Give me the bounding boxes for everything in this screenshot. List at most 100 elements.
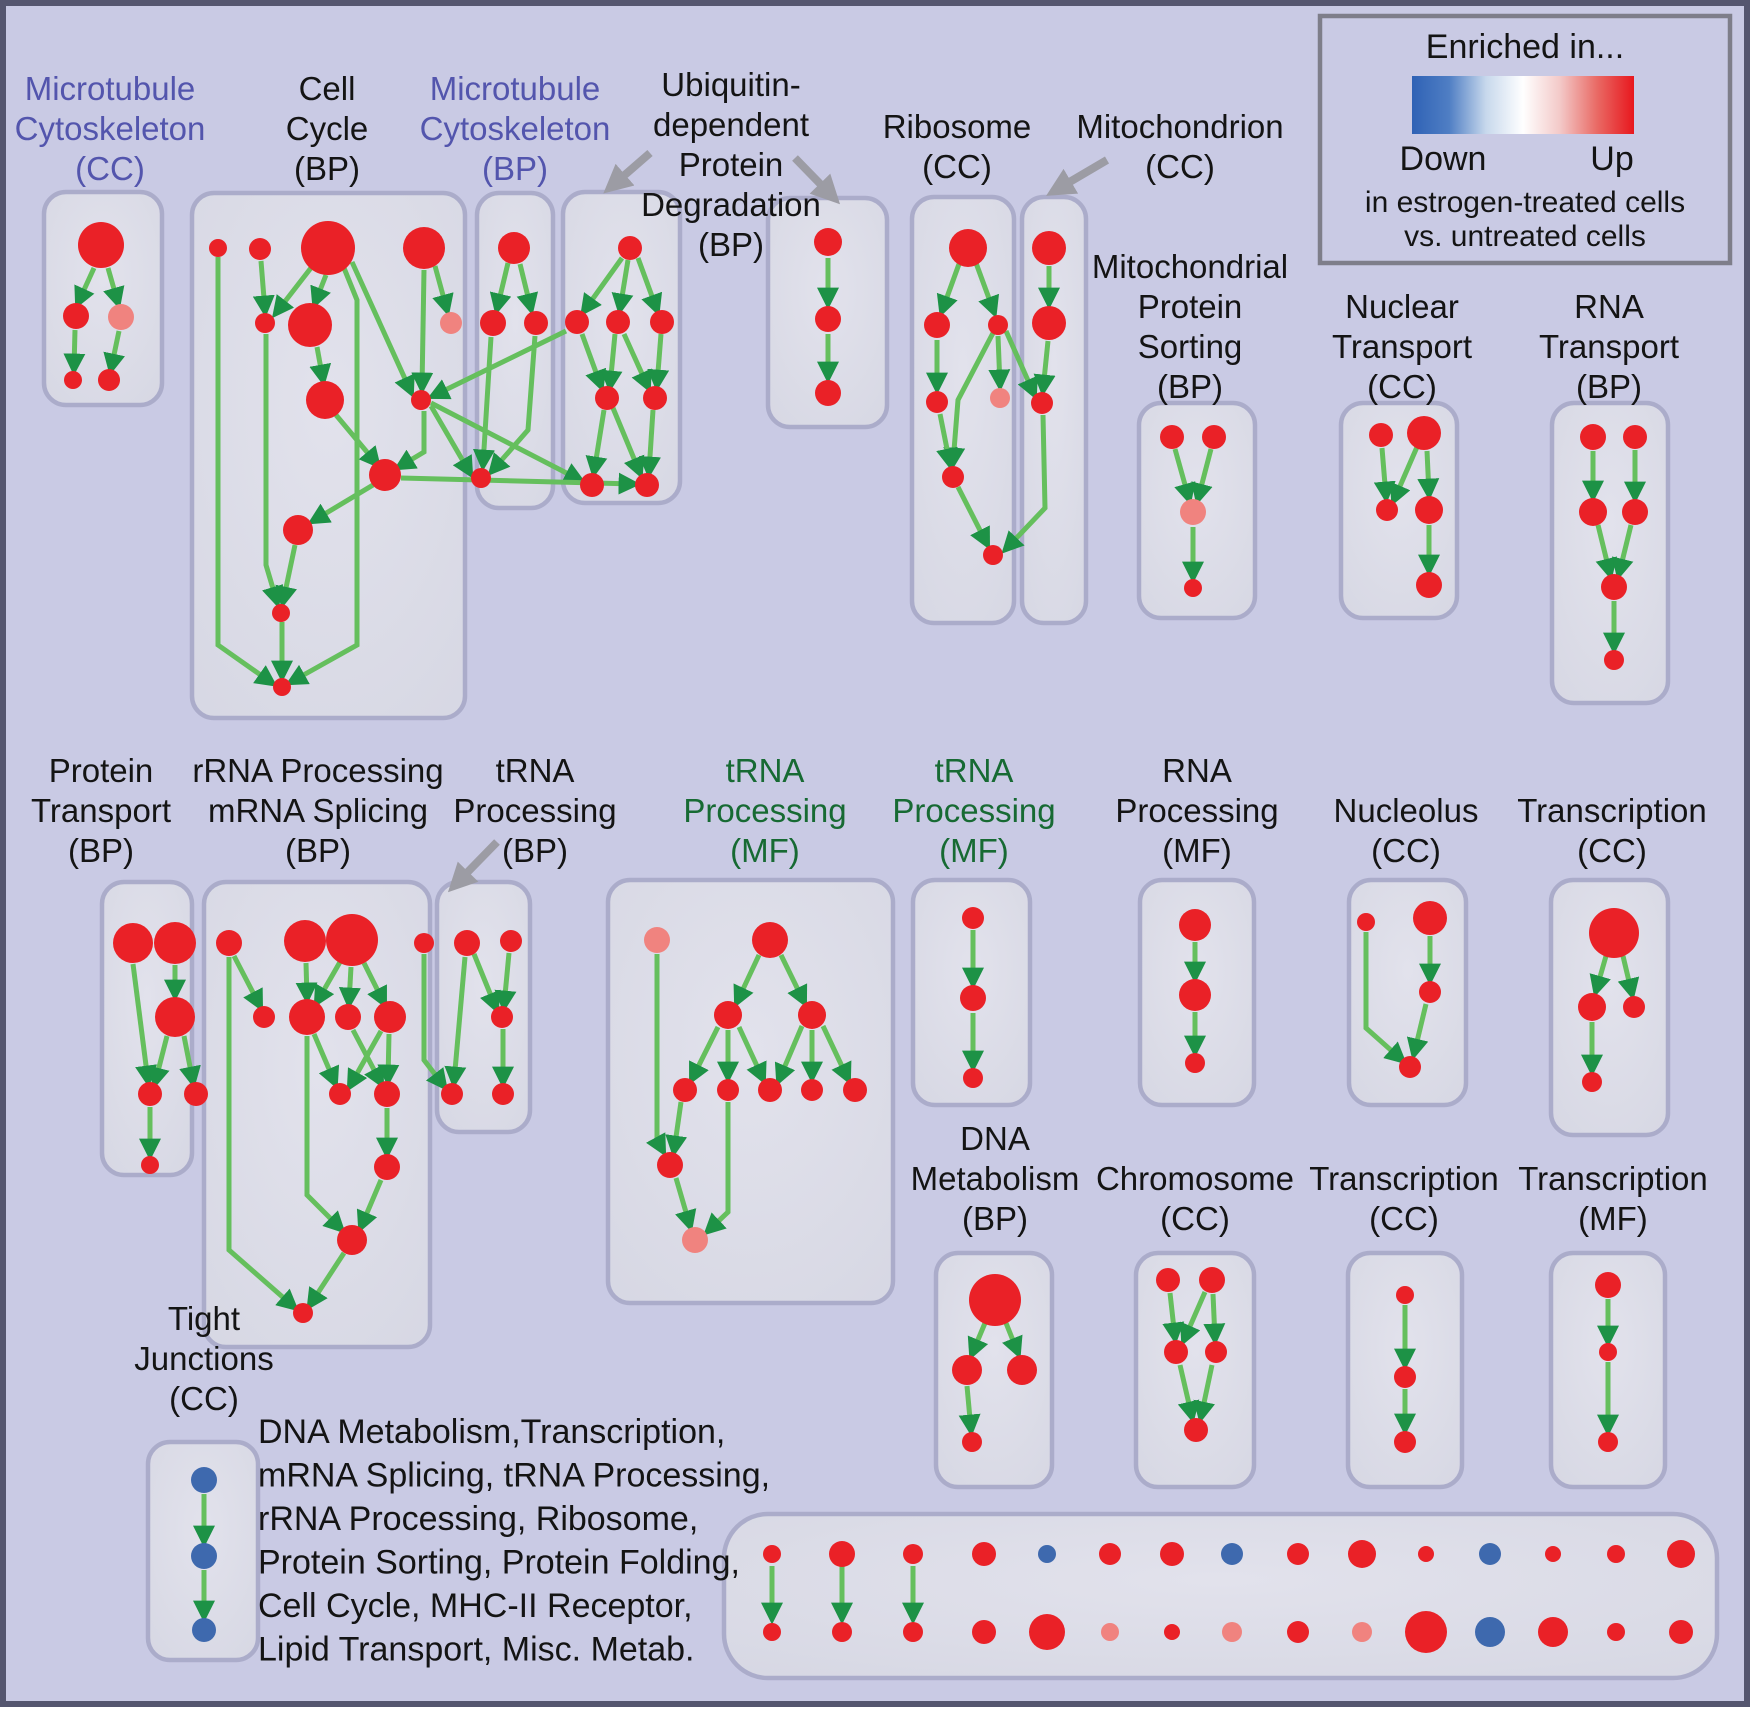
label-pointer-arrow — [1046, 156, 1110, 196]
cluster-label: tRNA Processing (BP) — [453, 752, 616, 869]
go-edge — [778, 953, 808, 1008]
go-node — [335, 1004, 361, 1030]
shared-terms-annotation: DNA Metabolism,Transcription, mRNA Splici… — [258, 1413, 770, 1669]
cluster-label-line: (MF) — [1578, 1200, 1648, 1237]
go-node — [903, 1544, 923, 1564]
label-pointer-arrow — [792, 155, 841, 205]
cluster-label-line: RNA — [1574, 288, 1644, 325]
legend-up-label: Up — [1590, 140, 1633, 178]
legend: Enriched in... Down Up in estrogen-treated … — [1317, 13, 1733, 266]
cluster-label-line: (MF) — [730, 832, 800, 869]
go-node — [138, 1082, 162, 1106]
go-node — [1416, 572, 1442, 598]
go-edge — [421, 954, 449, 1092]
go-node — [1032, 231, 1066, 265]
go-node — [949, 229, 987, 267]
go-edge — [665, 1101, 688, 1158]
cluster-label-line: Degradation — [641, 186, 821, 223]
annotation-line: mRNA Splicing, tRNA Processing, — [258, 1457, 770, 1495]
go-node — [952, 1355, 982, 1385]
go-edge — [307, 482, 375, 525]
go-node — [288, 303, 332, 347]
go-edge — [472, 336, 495, 472]
go-node — [1099, 1543, 1121, 1565]
go-edge — [346, 1029, 384, 1092]
go-edge — [774, 1025, 805, 1087]
go-node — [369, 459, 401, 491]
go-edge — [1172, 448, 1196, 506]
go-node — [471, 468, 491, 488]
go-node — [480, 310, 506, 336]
go-node — [337, 1225, 367, 1255]
go-node — [990, 388, 1010, 408]
legend-down-label: Down — [1400, 140, 1487, 178]
go-edge — [1003, 329, 1038, 401]
go-node — [635, 473, 659, 497]
go-node — [1538, 1617, 1568, 1647]
go-node — [141, 1156, 159, 1174]
go-edge — [148, 1035, 170, 1090]
go-edge — [639, 409, 661, 479]
go-node — [374, 1001, 406, 1033]
cluster-box-chromosome — [1133, 1250, 1257, 1490]
go-node — [942, 466, 964, 488]
cluster-label-line: Mitochondrion — [1076, 108, 1283, 145]
go-node — [988, 315, 1008, 335]
go-node — [272, 604, 290, 622]
go-edge — [487, 335, 538, 476]
go-edge — [1417, 450, 1440, 501]
go-node — [1413, 901, 1447, 935]
cluster-label-line: Sorting — [1138, 328, 1243, 365]
go-node — [1160, 1542, 1184, 1566]
cluster-label-line: mRNA Splicing — [208, 792, 428, 829]
go-node — [752, 922, 788, 958]
go-node — [1399, 1056, 1421, 1078]
cluster-label: Cell Cycle (BP) — [286, 70, 369, 187]
cluster-label-line: rRNA Processing — [192, 752, 443, 789]
go-node — [618, 236, 642, 260]
go-node — [1032, 306, 1066, 340]
go-edge — [338, 966, 361, 1010]
go-node — [926, 391, 948, 413]
go-node — [403, 227, 445, 269]
legend-box — [1317, 13, 1733, 266]
cluster-label-line: (BP) — [68, 832, 134, 869]
go-node — [963, 1068, 983, 1088]
cluster-label: tRNA Processing (MF) — [892, 752, 1055, 869]
go-edge — [647, 333, 670, 392]
go-node — [374, 1081, 400, 1107]
go-edge — [304, 1036, 346, 1234]
go-edge — [275, 544, 298, 609]
cluster-label-line: (BP) — [502, 832, 568, 869]
go-node — [1601, 574, 1627, 600]
go-edge — [988, 335, 1011, 392]
cluster-label-line: Protein — [1138, 288, 1243, 325]
go-edge — [494, 952, 517, 1013]
cluster-label-line: Transport — [1539, 328, 1679, 365]
go-edge — [74, 266, 97, 310]
go-edge — [310, 274, 331, 310]
go-node — [329, 1083, 351, 1105]
cluster-label-line: (BP) — [698, 226, 764, 263]
go-edge — [285, 267, 360, 686]
go-node — [113, 923, 153, 963]
go-node — [983, 545, 1003, 565]
go-node — [498, 232, 530, 264]
go-edge — [580, 256, 625, 317]
go-node — [1348, 1540, 1376, 1568]
go-node — [644, 927, 670, 953]
label-pointer-arrow — [603, 149, 653, 194]
go-node — [1179, 909, 1211, 941]
go-node — [500, 930, 522, 952]
cluster-label-line: (CC) — [169, 1380, 239, 1417]
go-edge — [356, 1179, 384, 1234]
cluster-label-line: (MF) — [939, 832, 1009, 869]
go-node — [972, 1620, 996, 1644]
cluster-label-line: Cell — [299, 70, 356, 107]
go-node — [155, 997, 195, 1037]
go-edge — [103, 330, 125, 376]
go-node — [1599, 1343, 1617, 1361]
go-node — [1394, 1366, 1416, 1388]
legend-subtitle-line1: in estrogen-treated cells — [1365, 186, 1685, 219]
go-node — [1607, 1545, 1625, 1563]
